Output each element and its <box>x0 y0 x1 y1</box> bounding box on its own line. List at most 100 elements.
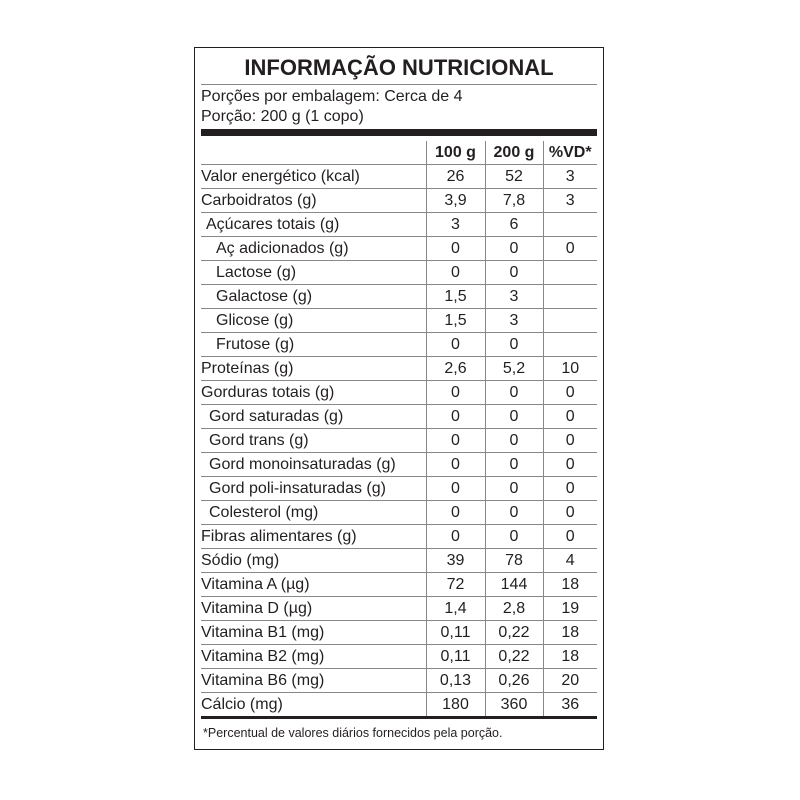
table-row: Gorduras totais (g) 0 0 0 <box>201 380 597 405</box>
header-100g: 100 g <box>425 141 485 165</box>
value-vd: 0 <box>542 404 597 429</box>
table-row: Gord saturadas (g) 0 0 0 <box>201 404 597 429</box>
value-100g: 0 <box>425 260 485 285</box>
value-200g: 0 <box>484 428 543 453</box>
value-200g: 0 <box>484 380 543 405</box>
value-100g: 26 <box>425 164 485 189</box>
table-row: Galactose (g) 1,5 3 <box>201 284 597 309</box>
value-100g: 2,6 <box>425 356 485 381</box>
value-100g: 0,11 <box>425 620 485 645</box>
table-row: Sódio (mg) 39 78 4 <box>201 548 597 573</box>
nutrient-name: Gorduras totais (g) <box>201 380 426 405</box>
header-nutrient <box>201 141 426 165</box>
table-row: Valor energético (kcal) 26 52 3 <box>201 164 597 189</box>
value-100g: 0 <box>425 332 485 357</box>
header-200g: 200 g <box>484 141 543 165</box>
table-row: Lactose (g) 0 0 <box>201 260 597 285</box>
value-vd: 20 <box>542 668 597 693</box>
value-200g: 3 <box>484 308 543 333</box>
nutrient-name: Vitamina B1 (mg) <box>201 620 426 645</box>
table-row: Vitamina B1 (mg) 0,11 0,22 18 <box>201 620 597 645</box>
value-200g: 5,2 <box>484 356 543 381</box>
nutrient-name: Fibras alimentares (g) <box>201 524 426 549</box>
nutrient-name: Glicose (g) <box>201 308 426 333</box>
table-row: Colesterol (mg) 0 0 0 <box>201 500 597 525</box>
value-100g: 0 <box>425 380 485 405</box>
value-vd <box>542 212 597 237</box>
value-100g: 0 <box>425 524 485 549</box>
table-row: Vitamina A (µg) 72 144 18 <box>201 572 597 597</box>
label-title: INFORMAÇÃO NUTRICIONAL <box>201 52 597 85</box>
table-row: Vitamina B2 (mg) 0,11 0,22 18 <box>201 644 597 669</box>
nutrient-name: Gord poli-insaturadas (g) <box>201 476 426 501</box>
value-vd: 18 <box>542 644 597 669</box>
value-vd: 3 <box>542 188 597 213</box>
value-100g: 0 <box>425 404 485 429</box>
value-100g: 0 <box>425 476 485 501</box>
nutrient-name: Aç adicionados (g) <box>201 236 426 261</box>
value-vd: 0 <box>542 500 597 525</box>
value-vd: 0 <box>542 380 597 405</box>
nutrient-name: Proteínas (g) <box>201 356 426 381</box>
value-200g: 0 <box>484 332 543 357</box>
value-200g: 0 <box>484 236 543 261</box>
nutrient-name: Cálcio (mg) <box>201 692 426 719</box>
nutrition-facts-label: INFORMAÇÃO NUTRICIONAL Porções por embal… <box>194 47 604 750</box>
nutrient-name: Vitamina B6 (mg) <box>201 668 426 693</box>
nutrient-name: Vitamina D (µg) <box>201 596 426 621</box>
table-row: Gord poli-insaturadas (g) 0 0 0 <box>201 476 597 501</box>
value-vd: 36 <box>542 692 597 719</box>
value-200g: 2,8 <box>484 596 543 621</box>
table-row: Proteínas (g) 2,6 5,2 10 <box>201 356 597 381</box>
nutrition-table: 100 g 200 g %VD* Valor energético (kcal)… <box>201 141 597 719</box>
value-vd: 0 <box>542 236 597 261</box>
nutrient-name: Gord trans (g) <box>201 428 426 453</box>
value-200g: 0,22 <box>484 620 543 645</box>
nutrient-name: Galactose (g) <box>201 284 426 309</box>
value-vd: 3 <box>542 164 597 189</box>
value-200g: 0 <box>484 404 543 429</box>
value-100g: 72 <box>425 572 485 597</box>
value-100g: 1,5 <box>425 308 485 333</box>
value-vd <box>542 284 597 309</box>
value-100g: 0,11 <box>425 644 485 669</box>
nutrient-name: Vitamina B2 (mg) <box>201 644 426 669</box>
value-vd: 4 <box>542 548 597 573</box>
footnote: *Percentual de valores diários fornecido… <box>203 726 503 740</box>
value-vd: 19 <box>542 596 597 621</box>
nutrient-name: Açúcares totais (g) <box>201 212 426 237</box>
value-100g: 1,5 <box>425 284 485 309</box>
value-vd <box>542 308 597 333</box>
value-vd <box>542 260 597 285</box>
table-row: Carboidratos (g) 3,9 7,8 3 <box>201 188 597 213</box>
table-row: Açúcares totais (g) 3 6 <box>201 212 597 237</box>
value-100g: 0 <box>425 452 485 477</box>
nutrient-name: Lactose (g) <box>201 260 426 285</box>
value-vd: 10 <box>542 356 597 381</box>
value-200g: 0 <box>484 260 543 285</box>
nutrient-name: Valor energético (kcal) <box>201 164 426 189</box>
value-vd: 0 <box>542 428 597 453</box>
value-vd: 18 <box>542 572 597 597</box>
value-100g: 0 <box>425 236 485 261</box>
value-vd: 0 <box>542 452 597 477</box>
value-200g: 360 <box>484 692 543 719</box>
table-header-row: 100 g 200 g %VD* <box>201 141 597 165</box>
value-200g: 0 <box>484 500 543 525</box>
header-vd: %VD* <box>542 141 597 165</box>
value-100g: 1,4 <box>425 596 485 621</box>
table-row: Fibras alimentares (g) 0 0 0 <box>201 524 597 549</box>
table-row: Gord monoinsaturadas (g) 0 0 0 <box>201 452 597 477</box>
nutrient-name: Carboidratos (g) <box>201 188 426 213</box>
value-200g: 0 <box>484 452 543 477</box>
nutrient-name: Colesterol (mg) <box>201 500 426 525</box>
value-200g: 0,26 <box>484 668 543 693</box>
value-vd <box>542 332 597 357</box>
value-vd: 18 <box>542 620 597 645</box>
value-100g: 39 <box>425 548 485 573</box>
nutrient-name: Frutose (g) <box>201 332 426 357</box>
servings-per-package: Porções por embalagem: Cerca de 4 <box>201 88 463 105</box>
value-100g: 0 <box>425 428 485 453</box>
value-200g: 3 <box>484 284 543 309</box>
value-200g: 0,22 <box>484 644 543 669</box>
